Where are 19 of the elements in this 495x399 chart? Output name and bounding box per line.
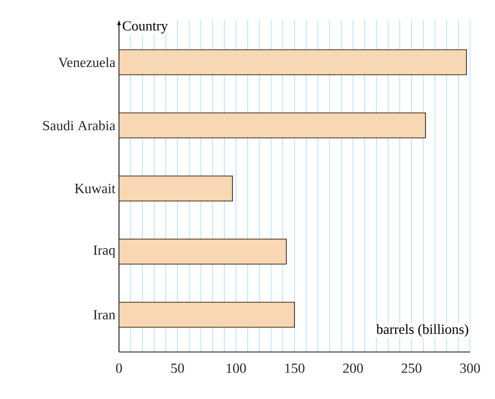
- bar: [119, 112, 426, 138]
- y-axis-title: Country: [122, 21, 168, 34]
- x-tick-label: 50: [171, 364, 184, 373]
- bar: [119, 302, 295, 328]
- x-tick-label: 300: [460, 364, 480, 373]
- y-tick-label: Iran: [94, 310, 116, 320]
- x-tick-label: 200: [343, 364, 363, 373]
- x-tick-label: 150: [285, 364, 304, 373]
- x-tick-label: 100: [226, 364, 246, 373]
- bar: [119, 176, 233, 202]
- y-tick-label: Iraq: [94, 246, 116, 258]
- y-tick-label: Kuwait: [74, 184, 116, 194]
- y-tick-label: Saudi Arabia: [43, 120, 116, 130]
- bar: [119, 49, 467, 76]
- y-tick-label: Venezuela: [58, 57, 116, 68]
- x-tick-label: 250: [402, 364, 422, 373]
- x-axis-title: barrels (billions): [376, 324, 468, 337]
- x-tick-label: 0: [116, 364, 122, 373]
- bar: [119, 238, 287, 265]
